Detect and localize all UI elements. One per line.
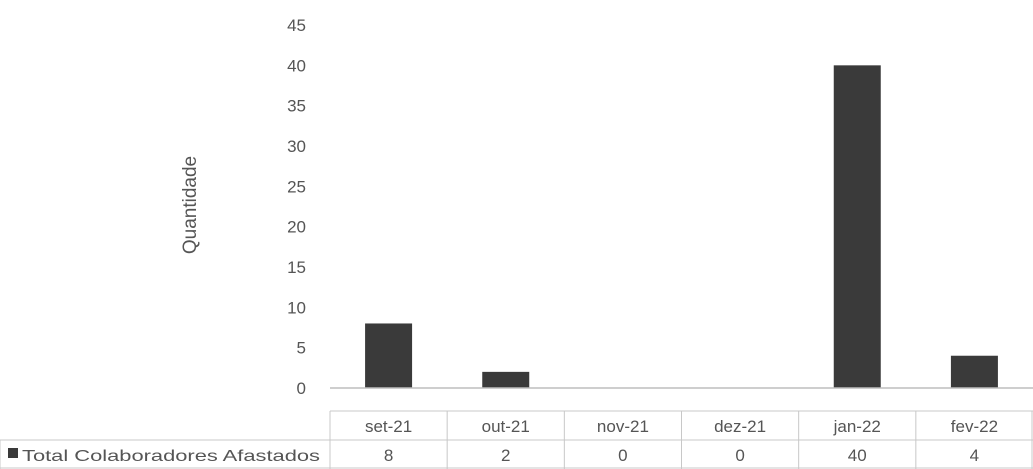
bar	[482, 371, 530, 388]
y-tick-label: 30	[287, 137, 306, 156]
y-tick-label: 45	[287, 16, 306, 35]
bar	[365, 323, 413, 388]
x-tick-label: set-21	[365, 417, 412, 436]
y-tick-label: 10	[287, 298, 306, 317]
y-tick-label: 35	[287, 97, 306, 116]
y-tick-label: 15	[287, 258, 306, 277]
x-tick-label: nov-21	[597, 417, 649, 436]
data-table-value: 0	[618, 446, 627, 465]
data-table-value: 8	[384, 446, 393, 465]
bar	[950, 355, 998, 388]
y-tick-label: 0	[297, 379, 306, 398]
legend-swatch	[8, 448, 18, 458]
y-axis-ticks: 0 5 10 15 20 25 30 35 40 45	[287, 16, 306, 398]
y-tick-label: 25	[287, 177, 306, 196]
x-tick-label: fev-22	[951, 417, 998, 436]
data-table-value: 2	[501, 446, 510, 465]
data-table-value: 40	[848, 446, 867, 465]
y-tick-label: 5	[297, 339, 306, 358]
y-axis-label: Quantidade	[180, 156, 201, 254]
data-table: set-21 out-21 nov-21 dez-21 jan-22 fev-22 Tota…	[0, 410, 1033, 469]
legend-label: Total Colaboradores Afastados	[22, 448, 320, 465]
y-tick-label: 40	[287, 56, 306, 75]
data-table-value: 0	[735, 446, 744, 465]
bar	[833, 65, 881, 388]
y-tick-label: 20	[287, 218, 306, 237]
x-tick-label: out-21	[482, 417, 530, 436]
x-tick-label: dez-21	[714, 417, 766, 436]
data-table-value: 4	[970, 446, 979, 465]
bars	[365, 65, 998, 388]
x-tick-label: jan-22	[833, 417, 881, 436]
